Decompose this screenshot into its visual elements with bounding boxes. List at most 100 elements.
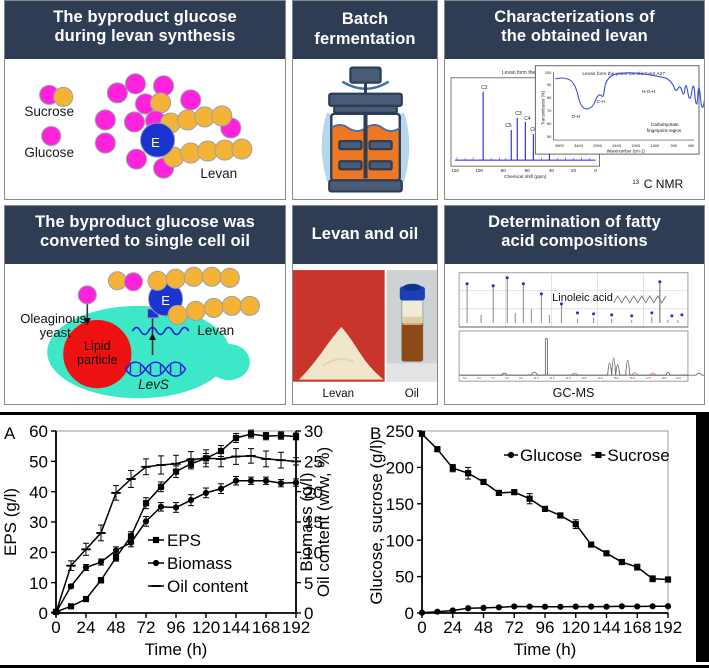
panel-glucose-to-oil-body: Lipid particle Oleaginous yeast	[5, 264, 285, 404]
glucose-uptake-icon	[77, 285, 97, 305]
panel-levan-synthesis: The byproduct glucose during levan synth…	[4, 0, 286, 200]
dna-icon	[124, 361, 187, 377]
enzyme-label: E	[151, 135, 160, 150]
ftir-ytick-60: 60	[547, 121, 552, 126]
ftir-ytick-50: 50	[547, 134, 552, 139]
data-point	[97, 577, 105, 584]
enzyme-label: E	[161, 293, 170, 308]
data-point	[247, 430, 255, 438]
x-tick-label: 72	[505, 618, 524, 637]
panel-levan-synthesis-title: The byproduct glucose during levan synth…	[5, 1, 285, 59]
data-point	[171, 462, 181, 465]
svg-text:5.0: 5.0	[463, 376, 467, 380]
ftir-ytick-70: 70	[547, 108, 552, 113]
y-tick-label: 50	[29, 452, 48, 471]
gc-chromatogram: 5.0 6.0 7.0 8.0 9.0 10.0 11.0 12.0 13.0 14.0 15…	[458, 330, 704, 382]
ftir-xtick-2400: 2400	[612, 143, 622, 148]
x-tick-label: 96	[536, 618, 555, 637]
nmr-xtick-80: 80	[501, 168, 507, 173]
ftir-ytick-80: 80	[547, 95, 552, 100]
panel-fatty-acid-body: Linoleic acid	[445, 264, 704, 404]
data-point	[157, 483, 165, 490]
data-point	[603, 550, 610, 557]
data-point	[664, 576, 672, 583]
panel-glucose-to-oil: The byproduct glucose was converted to s…	[4, 205, 286, 405]
legend: EPS Biomass Oil content	[148, 531, 249, 596]
y-tick-label: 30	[29, 513, 48, 532]
ftir-title: Levan form the yeast transformant A27	[582, 71, 665, 77]
data-point	[434, 608, 441, 615]
data-point	[572, 603, 579, 610]
chart-a-svg: 0 24 48 72 96 120 144 168 1920102030405060051015…	[1, 422, 333, 659]
panel-batch-fermentation-body	[293, 59, 437, 199]
x-tick-label: 0	[51, 618, 60, 637]
ftir-annotation-fingerprint: fingerprint region	[647, 128, 682, 133]
data-point	[649, 575, 656, 582]
data-point	[217, 485, 225, 492]
data-point	[595, 451, 602, 459]
panel-levan-and-oil-title: Levan and oil	[293, 206, 437, 264]
data-point	[247, 477, 255, 484]
data-point	[276, 459, 286, 462]
data-point	[261, 458, 271, 460]
data-point	[541, 603, 549, 610]
y2-tick-label: 5	[304, 574, 313, 593]
panel-levan-and-oil-body: Levan Oil	[293, 264, 437, 404]
ftir-xtick-1400: 1400	[650, 143, 660, 148]
data-point	[526, 495, 533, 502]
levan-photo-caption: Levan	[323, 387, 355, 400]
characterization-spectra: Levan form the yeast C2 C	[450, 65, 704, 191]
panel-glucose-to-oil-title: The byproduct glucose was converted to s…	[5, 206, 285, 264]
data-point	[541, 505, 549, 512]
data-point	[480, 478, 487, 486]
yeast-bud-icon	[207, 344, 250, 381]
data-point	[157, 503, 165, 510]
levan-synthesis-diagram: E Sucrose Glucose Levan	[24, 73, 253, 181]
x-tick-label: 120	[192, 618, 220, 637]
svg-text:10.0: 10.0	[533, 376, 539, 380]
nmr-caption: 13 C NMR	[632, 177, 683, 191]
oil-photo-caption: Oil	[405, 387, 419, 400]
data-point	[449, 607, 456, 614]
ftir-annotation-carbohydrate: Carbohydrate	[651, 122, 679, 127]
svg-text:18.0: 18.0	[662, 376, 668, 380]
title-line-1: The byproduct glucose	[53, 8, 237, 26]
data-point	[186, 458, 196, 461]
data-point	[603, 603, 610, 610]
panel-characterizations: Characterizations of the obtained levan …	[444, 0, 705, 200]
ftir-ytick-90: 90	[547, 82, 552, 87]
x-tick-label: 192	[654, 618, 682, 637]
x-axis-label: Time (h)	[514, 640, 577, 659]
data-point	[291, 460, 301, 463]
nmr-xtick-60: 60	[525, 168, 531, 173]
svg-text:13.0: 13.0	[582, 376, 588, 380]
sucrose-fructose-unit-icon	[53, 86, 74, 107]
data-point	[618, 603, 625, 610]
svg-text:15.0: 15.0	[614, 376, 620, 380]
graphical-abstract: The byproduct glucose during levan synth…	[4, 0, 705, 405]
data-point	[67, 603, 75, 610]
series-biomass	[52, 476, 300, 616]
yeast-label-line1: Oleaginous	[20, 311, 86, 326]
legend-label: Oil content	[167, 577, 249, 596]
y2-tick-label: 30	[304, 422, 323, 441]
charts-strip: 0 24 48 72 96 120 144 168 192 0 10 20 30 40 50 60 0 5 10 15…	[0, 412, 709, 668]
data-point	[66, 564, 76, 567]
data-point	[418, 609, 426, 616]
data-point	[187, 497, 195, 504]
data-point	[112, 547, 120, 554]
y2-tick-label: 0	[304, 604, 313, 623]
y-tick-label: 100	[386, 531, 414, 550]
ftir-xlabel: Wavenumber (cm-1)	[607, 149, 646, 154]
x-tick-label: 0	[417, 618, 426, 637]
data-point	[152, 559, 160, 567]
panel-label: B	[370, 424, 381, 443]
data-point	[262, 477, 270, 484]
data-point	[557, 603, 564, 610]
data-point	[156, 464, 166, 466]
levan-label: Levan	[200, 166, 237, 181]
panel-levan-and-oil: Levan and oil	[292, 205, 438, 405]
x-tick-label: 72	[137, 618, 156, 637]
panel-fatty-acid-title: Determination of fatty acid compositions	[445, 206, 704, 264]
data-point	[201, 457, 211, 460]
